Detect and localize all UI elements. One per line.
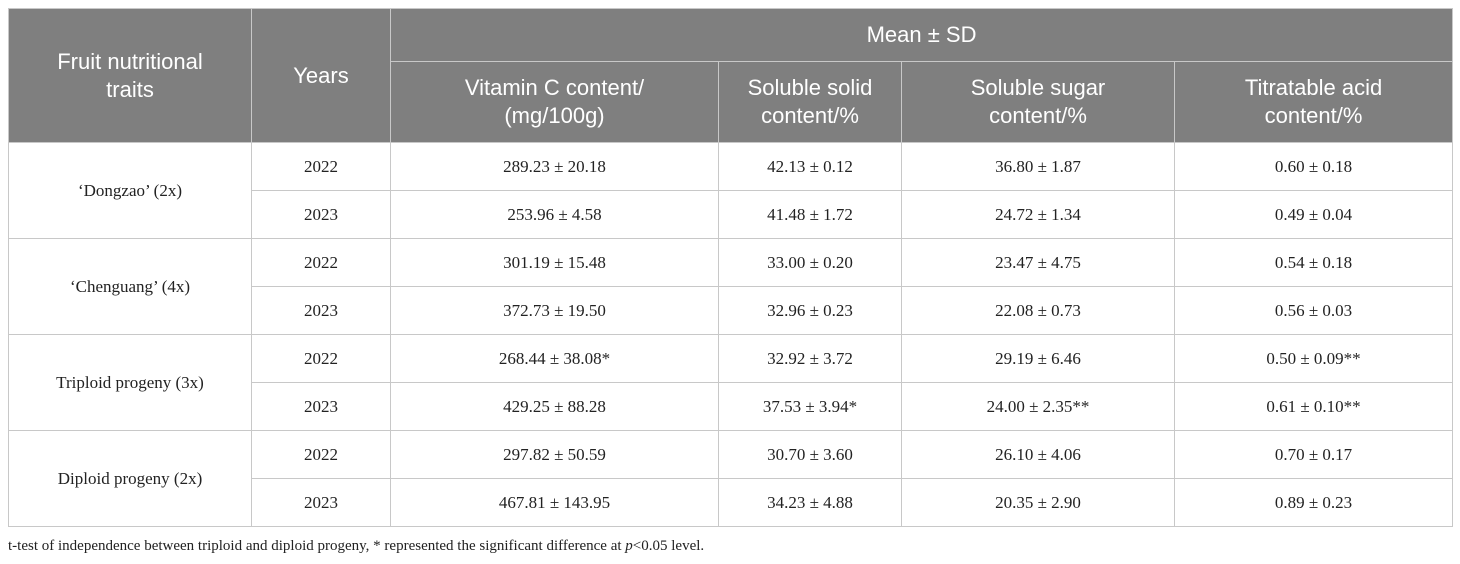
- value-cell: 37.53 ± 3.94*: [718, 382, 902, 431]
- value-cell: 24.00 ± 2.35**: [901, 382, 1175, 431]
- value-cell: 0.56 ± 0.03: [1173, 286, 1454, 335]
- value-cell: 372.73 ± 19.50: [390, 286, 719, 335]
- year-cell: 2023: [251, 190, 391, 239]
- header-cell: Fruit nutritional traits: [8, 8, 252, 143]
- value-cell: 41.48 ± 1.72: [718, 190, 902, 239]
- year-cell: 2023: [251, 382, 391, 431]
- header-cell: Soluble sugar content/%: [901, 61, 1175, 143]
- value-cell: 0.49 ± 0.04: [1173, 190, 1454, 239]
- value-cell: 467.81 ± 143.95: [390, 478, 719, 527]
- header-cell: Years: [251, 8, 391, 143]
- value-cell: 33.00 ± 0.20: [718, 238, 902, 287]
- value-cell: 34.23 ± 4.88: [718, 478, 902, 527]
- value-cell: 0.54 ± 0.18: [1173, 238, 1454, 287]
- footnote-part: p: [625, 538, 633, 554]
- table-row: 2023 429.25 ± 88.28 37.53 ± 3.94* 24.00 ± 2…: [9, 382, 1454, 431]
- value-cell: 20.35 ± 2.90: [901, 478, 1175, 527]
- header-cell: Titratable acid content/%: [1173, 61, 1454, 143]
- value-cell: 29.19 ± 6.46: [901, 334, 1175, 383]
- year-cell: 2022: [251, 430, 391, 479]
- table-row: ‘Chenguang’ (4x) 2022 301.19 ± 15.48 33.00 …: [8, 238, 1454, 335]
- value-cell: 0.50 ± 0.09**: [1173, 334, 1454, 383]
- value-cell: 24.72 ± 1.34: [901, 190, 1175, 239]
- header-row: Fruit nutritional traits Years Mean ± SD: [8, 8, 1454, 143]
- row-label: ‘Chenguang’ (4x): [8, 238, 252, 335]
- value-cell: 23.47 ± 4.75: [901, 238, 1175, 287]
- footnote-part: <0.05 level.: [632, 538, 705, 554]
- value-cell: 268.44 ± 38.08*: [390, 334, 719, 383]
- data-table: Fruit nutritional traits Years Mean ± SD…: [8, 8, 1454, 527]
- footnote: t-test of independence between triploid …: [8, 538, 704, 555]
- row-label: Triploid progeny (3x): [8, 334, 252, 431]
- table-body: ‘Dongzao’ (2x) 2022 289.23 ± 20.18 42.13 ± …: [8, 142, 1454, 527]
- value-cell: 297.82 ± 50.59: [390, 430, 719, 479]
- value-cell: 26.10 ± 4.06: [901, 430, 1175, 479]
- footnote-part: t-test of independence between triploid …: [8, 538, 626, 554]
- value-cell: 36.80 ± 1.87: [901, 142, 1175, 191]
- value-cell: 32.92 ± 3.72: [718, 334, 902, 383]
- value-cell: 0.89 ± 0.23: [1173, 478, 1454, 527]
- table-row: ‘Dongzao’ (2x) 2022 289.23 ± 20.18 42.13 ± …: [8, 142, 1454, 239]
- value-cell: 22.08 ± 0.73: [901, 286, 1175, 335]
- year-cell: 2023: [251, 286, 391, 335]
- value-cell: 289.23 ± 20.18: [390, 142, 719, 191]
- header-cell: Soluble solid content/%: [718, 61, 902, 143]
- value-cell: 42.13 ± 0.12: [718, 142, 902, 191]
- year-cell: 2023: [251, 478, 391, 527]
- value-cell: 0.61 ± 0.10**: [1173, 382, 1454, 431]
- value-cell: 0.60 ± 0.18: [1173, 142, 1454, 191]
- value-cell: 32.96 ± 0.23: [718, 286, 902, 335]
- value-cell: 253.96 ± 4.58: [390, 190, 719, 239]
- value-cell: 429.25 ± 88.28: [390, 382, 719, 431]
- table-row: Triploid progeny (3x) 2022 268.44 ± 38.08*…: [8, 334, 1454, 431]
- table-row: 2023 467.81 ± 143.95 34.23 ± 4.88 20.35 ± 2…: [9, 478, 1454, 527]
- row-label: Diploid progeny (2x): [8, 430, 252, 527]
- header-group: Mean ± SD: [389, 8, 1454, 62]
- year-cell: 2022: [251, 142, 391, 191]
- table-row: 2023 372.73 ± 19.50 32.96 ± 0.23 22.08 ± 0.…: [9, 286, 1454, 335]
- header-row: Vitamin C content/ (mg/100g) Soluble soli…: [9, 61, 1454, 143]
- year-cell: 2022: [251, 334, 391, 383]
- table-header: Fruit nutritional traits Years Mean ± SD…: [8, 8, 1454, 143]
- table-row: Diploid progeny (2x) 2022 297.82 ± 50.59 30…: [8, 430, 1454, 527]
- value-cell: 30.70 ± 3.60: [718, 430, 902, 479]
- value-cell: 301.19 ± 15.48: [390, 238, 719, 287]
- header-cell: Vitamin C content/ (mg/100g): [390, 61, 719, 143]
- year-cell: 2022: [251, 238, 391, 287]
- row-label: ‘Dongzao’ (2x): [8, 142, 252, 239]
- value-cell: 0.70 ± 0.17: [1173, 430, 1454, 479]
